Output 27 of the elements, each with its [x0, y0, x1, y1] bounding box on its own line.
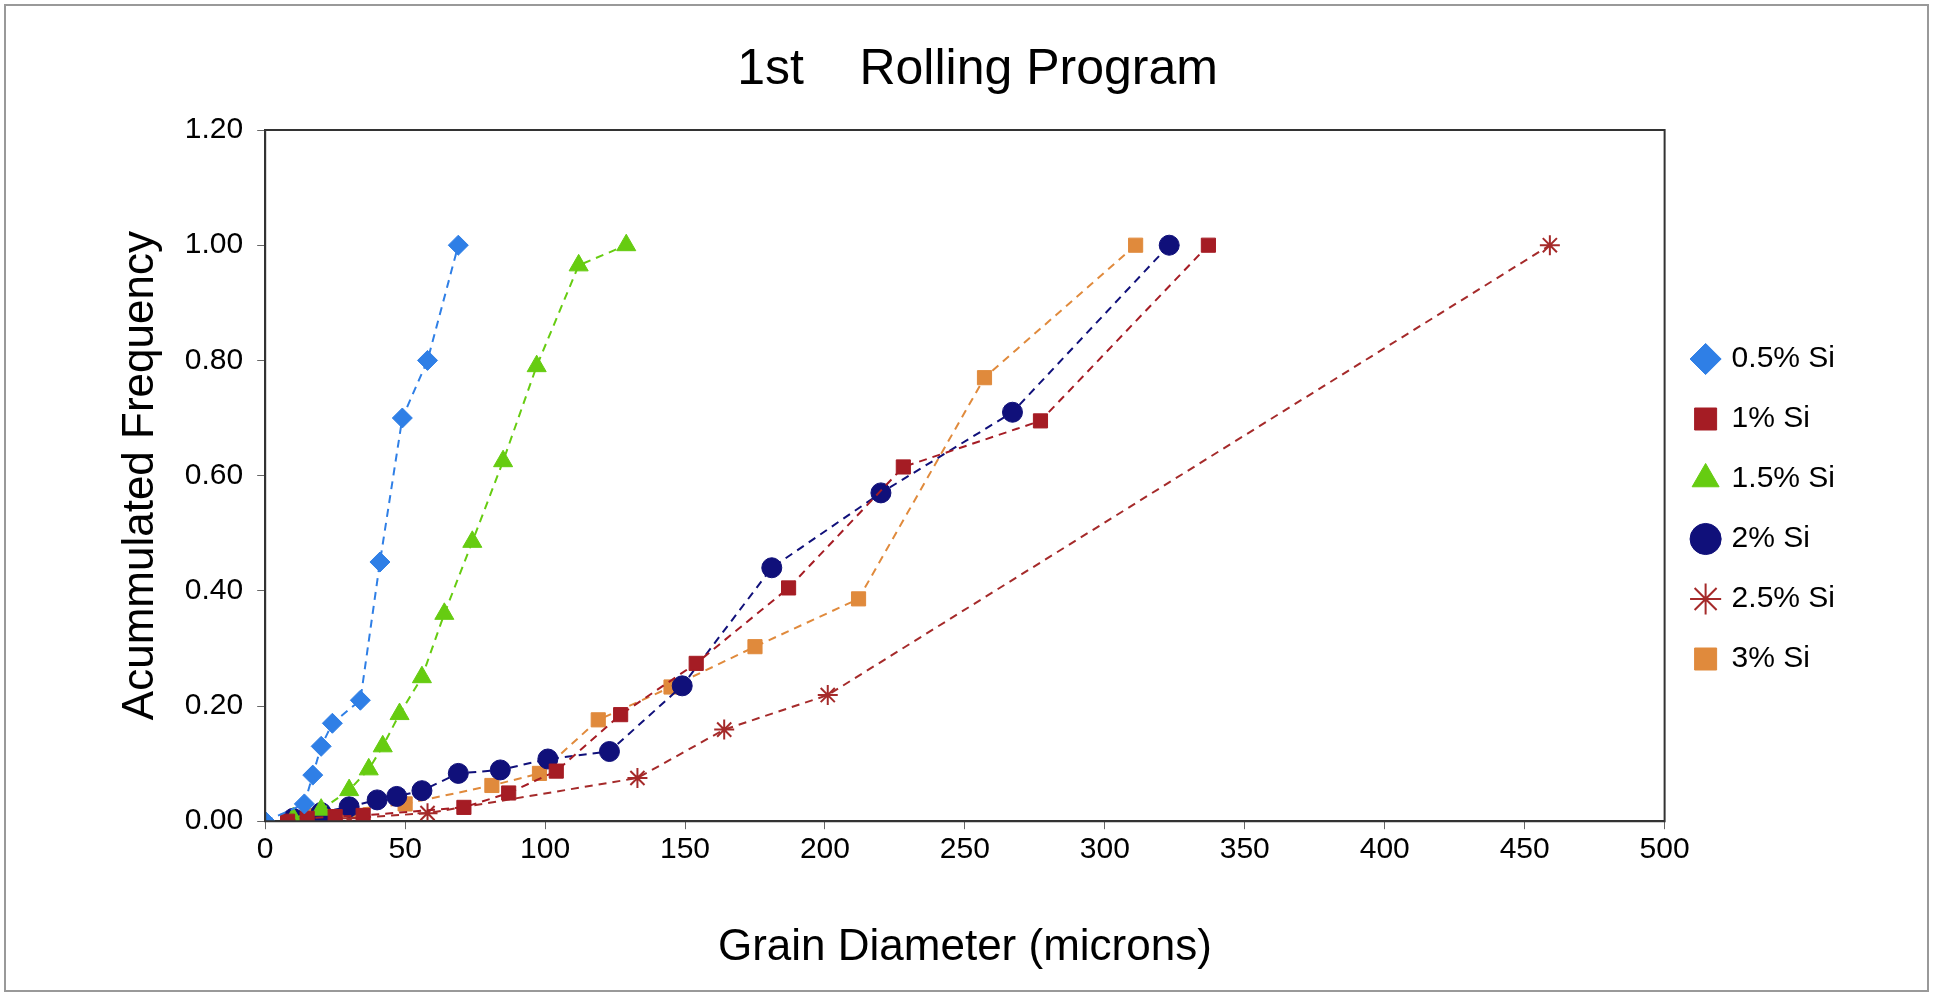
y-tick-label: 0.80: [184, 341, 244, 375]
x-tick-label: 400: [1359, 831, 1410, 865]
x-axis-title: Grain Diameter (microns): [717, 919, 1212, 969]
x-tick-label: 300: [1079, 831, 1130, 865]
x-tick-label: 500: [1639, 831, 1690, 865]
y-tick-label: 1.20: [184, 111, 244, 145]
y-tick-label: 0.40: [184, 572, 244, 606]
chart-title: 1st Rolling Program: [737, 38, 1218, 95]
x-tick-label: 0: [256, 831, 274, 865]
x-tick-label: 150: [659, 831, 711, 865]
y-tick-label: 0.20: [184, 687, 244, 721]
x-tick-label: 450: [1499, 831, 1550, 865]
y-tick-label: 1.00: [184, 226, 244, 260]
y-tick-label: 0.00: [184, 802, 244, 836]
x-tick-label: 200: [799, 831, 850, 865]
legend-label: 1.5% Si: [1731, 460, 1835, 494]
legend-label: 3% Si: [1731, 640, 1810, 674]
legend-label: 2.5% Si: [1731, 580, 1835, 614]
x-tick-label: 100: [520, 831, 571, 865]
legend-label: 1% Si: [1731, 400, 1810, 434]
x-tick-label: 50: [388, 831, 422, 865]
legend-label: 2% Si: [1731, 520, 1810, 554]
x-tick-label: 350: [1219, 831, 1270, 865]
x-tick-label: 250: [939, 831, 990, 865]
legend-label: 0.5% Si: [1731, 340, 1835, 374]
y-axis-title: Acummulated Frequency: [112, 231, 162, 721]
y-tick-label: 0.60: [184, 456, 244, 490]
